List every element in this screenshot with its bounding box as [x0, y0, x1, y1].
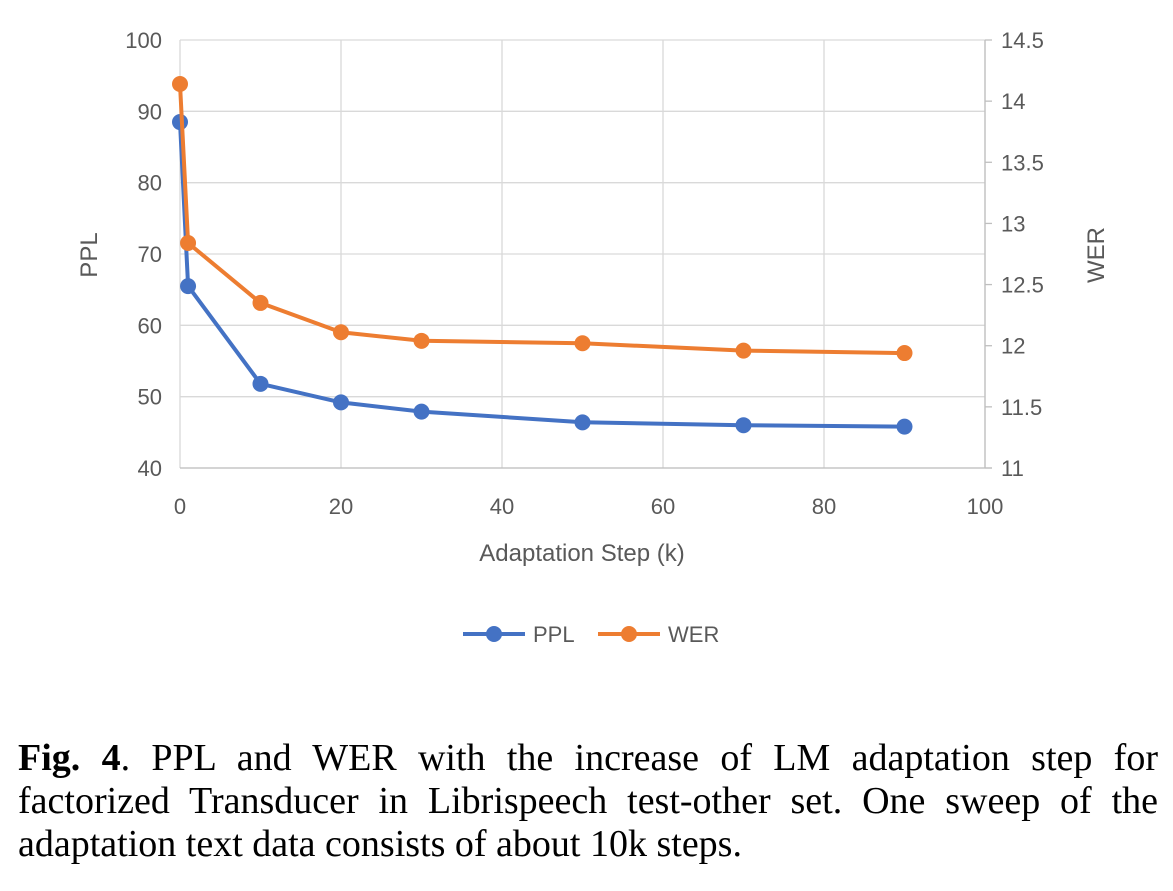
gridlines	[179, 39, 986, 469]
wer-point	[574, 335, 591, 352]
y-right-tick-label: 12.5	[1001, 273, 1044, 298]
y-left-tick-label: 40	[138, 456, 162, 481]
y-right-tick-label: 14	[1001, 89, 1025, 114]
x-tick-label: 20	[329, 494, 353, 519]
y-left-tick-label: 90	[138, 99, 162, 124]
y-right-tick-label: 13.5	[1001, 150, 1044, 175]
wer-point	[172, 76, 188, 93]
wer-point	[333, 324, 349, 341]
ppl-point	[180, 278, 197, 295]
x-tick-label: 80	[812, 494, 836, 519]
wer-point	[735, 342, 752, 359]
legend-wer-label: WER	[668, 622, 719, 647]
x-tick-label: 40	[490, 494, 514, 519]
tick-labels: 40 50 60 70 80 90 100 0 20 40 60 80 100 11 11.5 12 12.5 1…	[125, 28, 1044, 519]
axes	[180, 39, 992, 469]
series	[172, 76, 913, 435]
x-tick-label: 0	[174, 494, 186, 519]
x-tick-label: 100	[967, 494, 1004, 519]
y-right-tick-label: 12	[1001, 334, 1025, 359]
legend-ppl-label: PPL	[533, 622, 575, 647]
y-right-tick-label: 13	[1001, 211, 1025, 236]
ppl-point	[413, 403, 430, 420]
y-left-tick-label: 100	[125, 28, 162, 53]
y-left-tick-label: 50	[138, 385, 162, 410]
figure-caption: Fig. 4. PPL and WER with the increase of…	[18, 737, 1158, 866]
legend: PPL WER	[463, 622, 719, 647]
caption-text: . PPL and WER with the increase of LM ad…	[18, 737, 1158, 865]
y-left-tick-label: 80	[138, 171, 162, 196]
ppl-point	[574, 414, 591, 431]
y-left-tick-label: 70	[138, 242, 162, 267]
wer-point	[413, 332, 430, 349]
y-right-tick-label: 14.5	[1001, 28, 1044, 53]
ppl-point	[735, 417, 752, 434]
y-left-tick-label: 60	[138, 313, 162, 338]
wer-point	[252, 294, 269, 311]
ppl-point	[252, 375, 269, 392]
y-axis-right-title: WER	[1083, 227, 1110, 283]
x-tick-label: 60	[651, 494, 675, 519]
wer-point	[180, 234, 197, 251]
y-right-tick-label: 11	[1001, 456, 1024, 481]
ppl-line	[178, 120, 907, 429]
ppl-point	[333, 394, 349, 411]
legend-wer-marker	[621, 626, 637, 642]
y-right-tick-label: 11.5	[1001, 395, 1042, 420]
x-axis-title: Adaptation Step (k)	[479, 540, 684, 567]
ppl-point	[896, 418, 913, 435]
chart: 40 50 60 70 80 90 100 0 20 40 60 80 100 11 11.5 12 12.5 1…	[76, 28, 1110, 647]
caption-label: Fig. 4	[18, 737, 121, 779]
legend-ppl-marker	[486, 626, 502, 642]
y-axis-left-title: PPL	[76, 232, 103, 277]
wer-line	[178, 82, 907, 356]
wer-point	[896, 345, 913, 362]
